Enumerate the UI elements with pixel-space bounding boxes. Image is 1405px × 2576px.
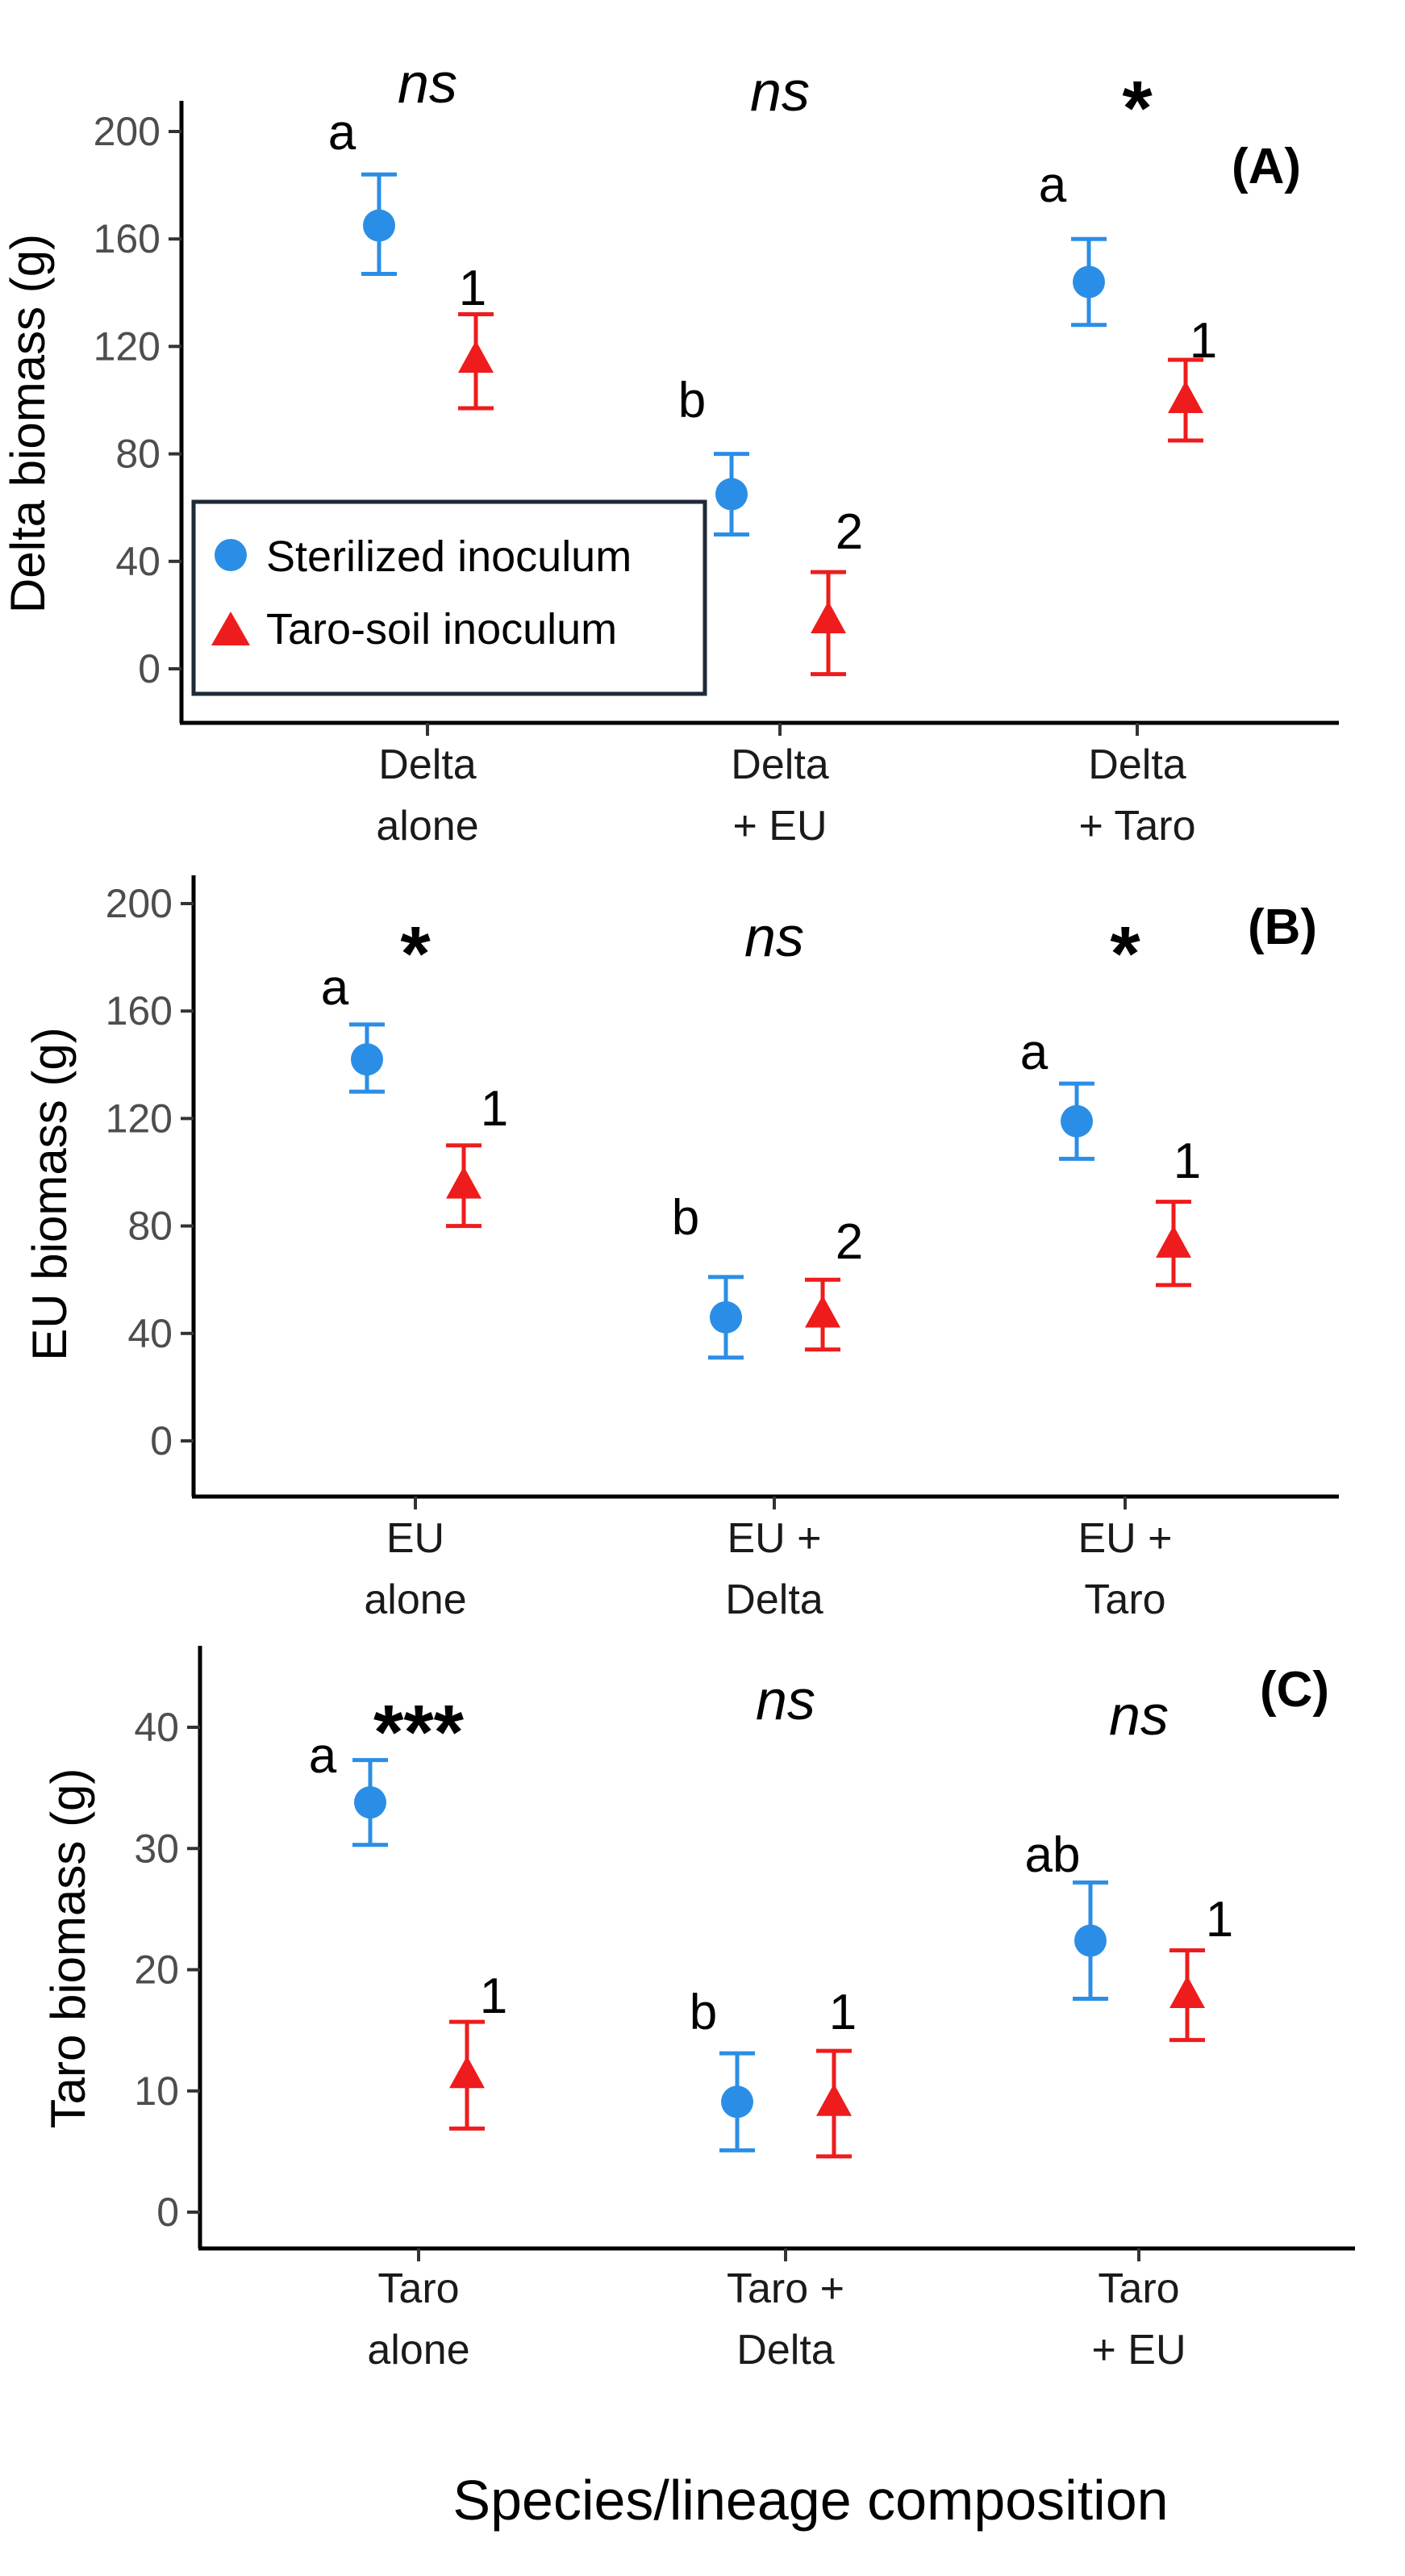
group-letter: 2 [836, 504, 863, 560]
data-point-taro-soil [1169, 1976, 1205, 2009]
group-letter: 1 [1206, 1892, 1233, 1948]
significance-label: * [1110, 911, 1140, 997]
data-point-sterilized [721, 2085, 753, 2119]
significance-label: * [400, 911, 431, 997]
x-tick-label: alone [367, 2327, 469, 2374]
data-point-taro-soil [1168, 381, 1203, 413]
x-tick-label: EU + [1078, 1515, 1172, 1562]
x-tick-label: + Taro [1078, 803, 1195, 850]
x-tick-label: + EU [1091, 2327, 1186, 2374]
panel-label: (C) [1260, 1662, 1329, 1718]
y-tick-label: 120 [94, 324, 161, 369]
y-tick-label: 40 [127, 1311, 173, 1356]
x-tick-label: Taro [1084, 1576, 1165, 1623]
legend-label: Taro-soil inoculum [266, 605, 617, 653]
group-letter: b [678, 373, 706, 428]
x-tick-label: Delta [731, 741, 828, 788]
data-point-taro-soil [1156, 1225, 1191, 1258]
y-tick-label: 200 [94, 109, 161, 154]
y-axis-title: EU biomass (g) [23, 1027, 77, 1360]
y-axis-title: Delta biomass (g) [1, 234, 55, 613]
significance-label: ns [398, 52, 457, 115]
legend-circle-marker [215, 539, 247, 571]
group-letter: 1 [1174, 1134, 1201, 1189]
group-letter: a [328, 105, 356, 161]
x-tick-label: Delta [725, 1576, 823, 1623]
x-tick-label: Taro [377, 2265, 459, 2312]
data-point-taro-soil [816, 2083, 852, 2116]
data-point-sterilized [710, 1301, 742, 1334]
y-tick-label: 120 [106, 1096, 173, 1141]
x-axis-title: Species/lineage composition [452, 2469, 1168, 2532]
legend-box [191, 499, 707, 696]
y-tick-label: 160 [94, 216, 161, 261]
group-letter: 2 [836, 1214, 863, 1270]
group-letter: a [1039, 157, 1067, 213]
data-point-sterilized [363, 209, 395, 242]
group-letter: ab [1025, 1827, 1081, 1883]
data-point-taro-soil [805, 1295, 840, 1328]
group-letter: b [672, 1190, 699, 1246]
panel-c: 0 10 20 30 40 Taro biomass (g) Taro alone Taro +… [41, 1646, 1355, 2374]
y-tick-label: 40 [115, 539, 161, 584]
group-letter: 1 [1190, 313, 1217, 369]
x-tick-label: alone [376, 803, 478, 850]
data-point-sterilized [1061, 1104, 1093, 1138]
data-point-taro-soil [446, 1166, 482, 1199]
significance-label: *** [373, 1689, 465, 1776]
significance-label: ns [756, 1668, 815, 1731]
y-tick-label: 10 [134, 2069, 179, 2114]
legend-triangle-marker [211, 612, 250, 645]
x-tick-label: Delta [736, 2327, 834, 2374]
significance-label: ns [1109, 1684, 1169, 1747]
group-letter: 1 [829, 1985, 857, 2040]
panel-b: 0 40 80 120 160 200 EU biomass (g) EU alone EU + D… [23, 875, 1339, 1623]
y-tick-label: 20 [134, 1948, 179, 1993]
data-point-sterilized [1074, 1924, 1107, 1957]
y-tick-label: 80 [127, 1204, 173, 1249]
x-tick-label: Delta [378, 741, 476, 788]
panel-label: (A) [1232, 139, 1301, 194]
data-point-taro-soil [811, 601, 846, 634]
data-point-sterilized [351, 1043, 383, 1076]
y-tick-label: 0 [150, 1418, 173, 1463]
x-tick-label: Taro [1098, 2265, 1179, 2312]
panel-a: 0 40 80 120 160 200 Delta biomass (g) Delta alon… [1, 52, 1339, 850]
group-letter: 1 [459, 261, 486, 316]
data-point-sterilized [715, 478, 748, 511]
group-letter: a [309, 1728, 337, 1784]
group-letter: b [690, 1985, 717, 2040]
x-tick-label: Delta [1088, 741, 1186, 788]
panel-label: (B) [1248, 900, 1317, 955]
y-tick-label: 80 [115, 432, 161, 477]
group-letter: a [1020, 1025, 1049, 1080]
y-tick-label: 160 [106, 988, 173, 1033]
significance-label: ns [744, 905, 804, 968]
significance-label: * [1122, 65, 1153, 152]
data-point-sterilized [1073, 265, 1105, 299]
legend: Sterilized inoculum Taro-soil inoculum [191, 499, 707, 696]
group-letter: a [321, 960, 349, 1016]
group-letter: 1 [481, 1081, 508, 1137]
y-tick-label: 30 [134, 1826, 179, 1871]
group-letter: 1 [480, 1969, 507, 2024]
x-tick-label: EU [386, 1515, 444, 1562]
y-tick-label: 200 [106, 881, 173, 926]
y-axis-title: Taro biomass (g) [41, 1768, 95, 2129]
data-point-sterilized [354, 1786, 386, 1819]
y-tick-label: 0 [138, 646, 161, 691]
data-point-taro-soil [449, 2056, 485, 2089]
x-tick-label: + EU [732, 803, 827, 850]
x-tick-label: EU + [727, 1515, 821, 1562]
y-tick-label: 40 [134, 1705, 179, 1750]
y-tick-label: 0 [156, 2190, 179, 2235]
significance-label: ns [750, 60, 810, 123]
legend-label: Sterilized inoculum [266, 532, 632, 581]
data-point-taro-soil [458, 340, 494, 374]
x-tick-label: alone [364, 1576, 466, 1623]
x-tick-label: Taro + [727, 2265, 844, 2312]
